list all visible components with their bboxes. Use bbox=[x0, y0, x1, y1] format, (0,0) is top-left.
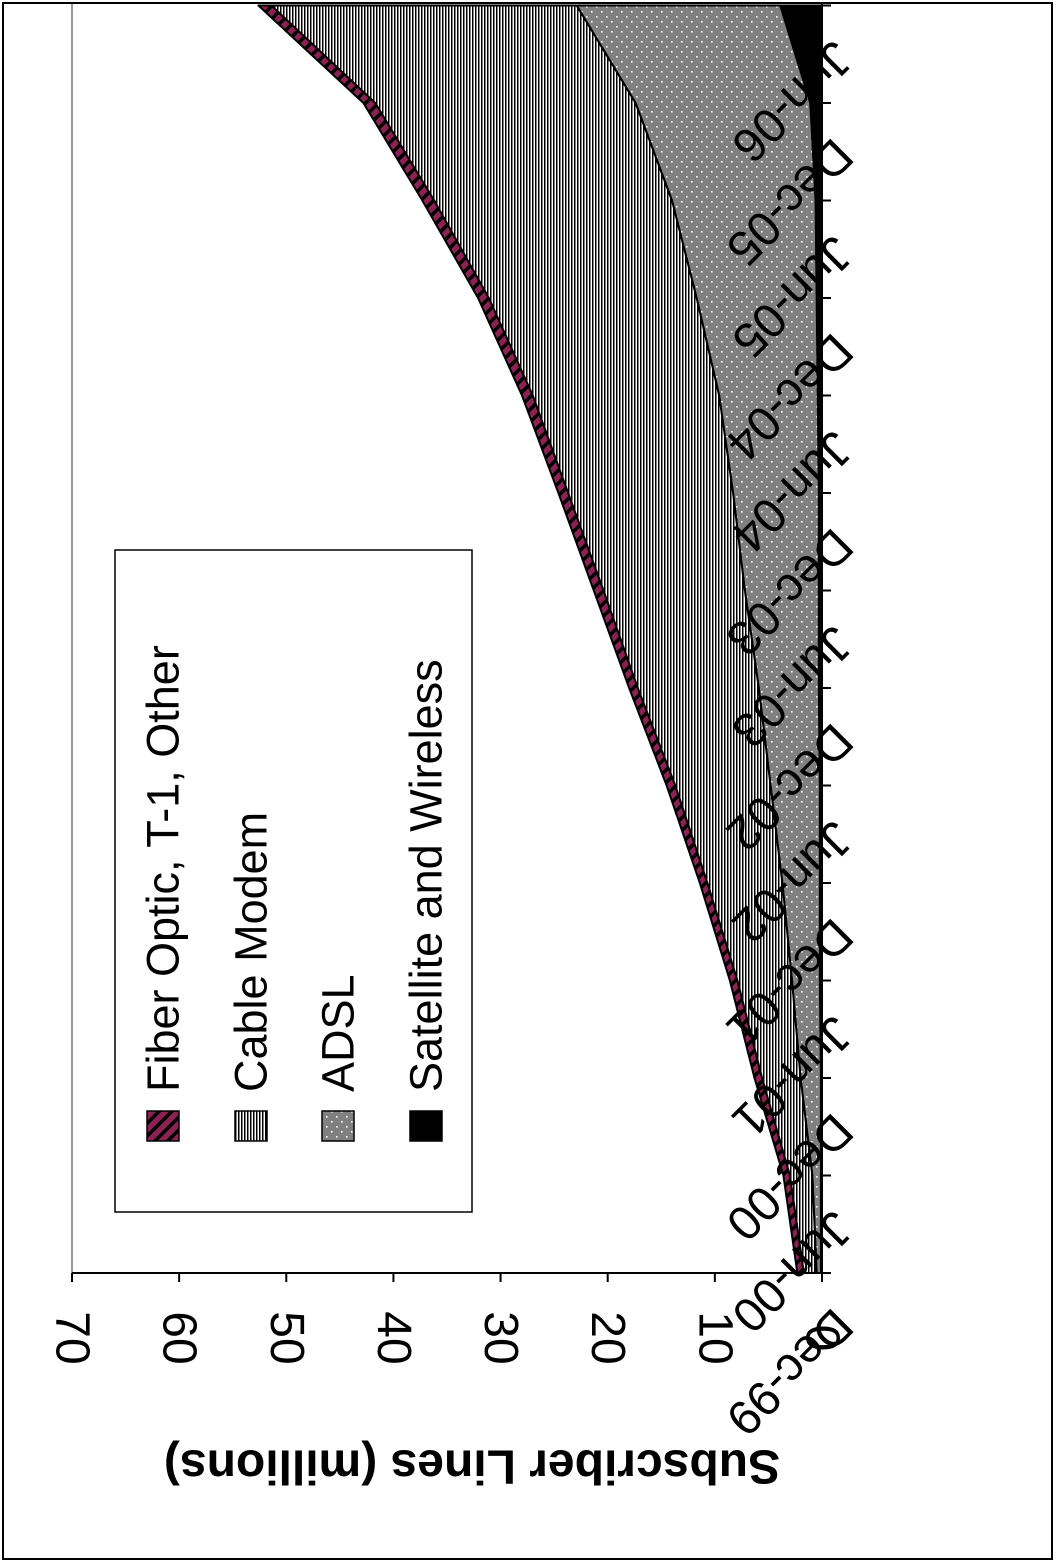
legend-swatch-satellite-and-wireless bbox=[409, 1110, 443, 1142]
legend-label-cable-modem: Cable Modem bbox=[226, 812, 277, 1092]
legend-label-adsl: ADSL bbox=[313, 974, 364, 1092]
legend-swatch-adsl bbox=[321, 1110, 355, 1142]
legend-swatch-cable-modem bbox=[234, 1110, 268, 1142]
value-tick-label: 50 bbox=[260, 1311, 313, 1364]
legend-label-satellite-and-wireless: Satellite and Wireless bbox=[401, 659, 452, 1092]
legend-label-fiber-optic-t-1-other: Fiber Optic, T-1, Other bbox=[138, 645, 189, 1092]
value-tick-label: 40 bbox=[367, 1311, 420, 1364]
value-tick-label: 20 bbox=[581, 1311, 634, 1364]
value-tick-label: 10 bbox=[688, 1311, 741, 1364]
value-tick-label: 0 bbox=[796, 1325, 849, 1352]
area-fiber-optic-t-1-other bbox=[257, 4, 805, 1274]
legend-swatch-fiber-optic-t-1-other bbox=[146, 1110, 180, 1142]
value-axis-title: Subscriber Lines (millions) bbox=[164, 1440, 780, 1493]
value-tick-label: 70 bbox=[46, 1311, 99, 1364]
legend-box bbox=[114, 549, 473, 1213]
legend: Fiber Optic, T-1, Other Cable Modem ADSL Sa… bbox=[114, 549, 473, 1213]
value-tick-label: 30 bbox=[474, 1311, 527, 1364]
value-tick-label: 60 bbox=[153, 1311, 206, 1364]
